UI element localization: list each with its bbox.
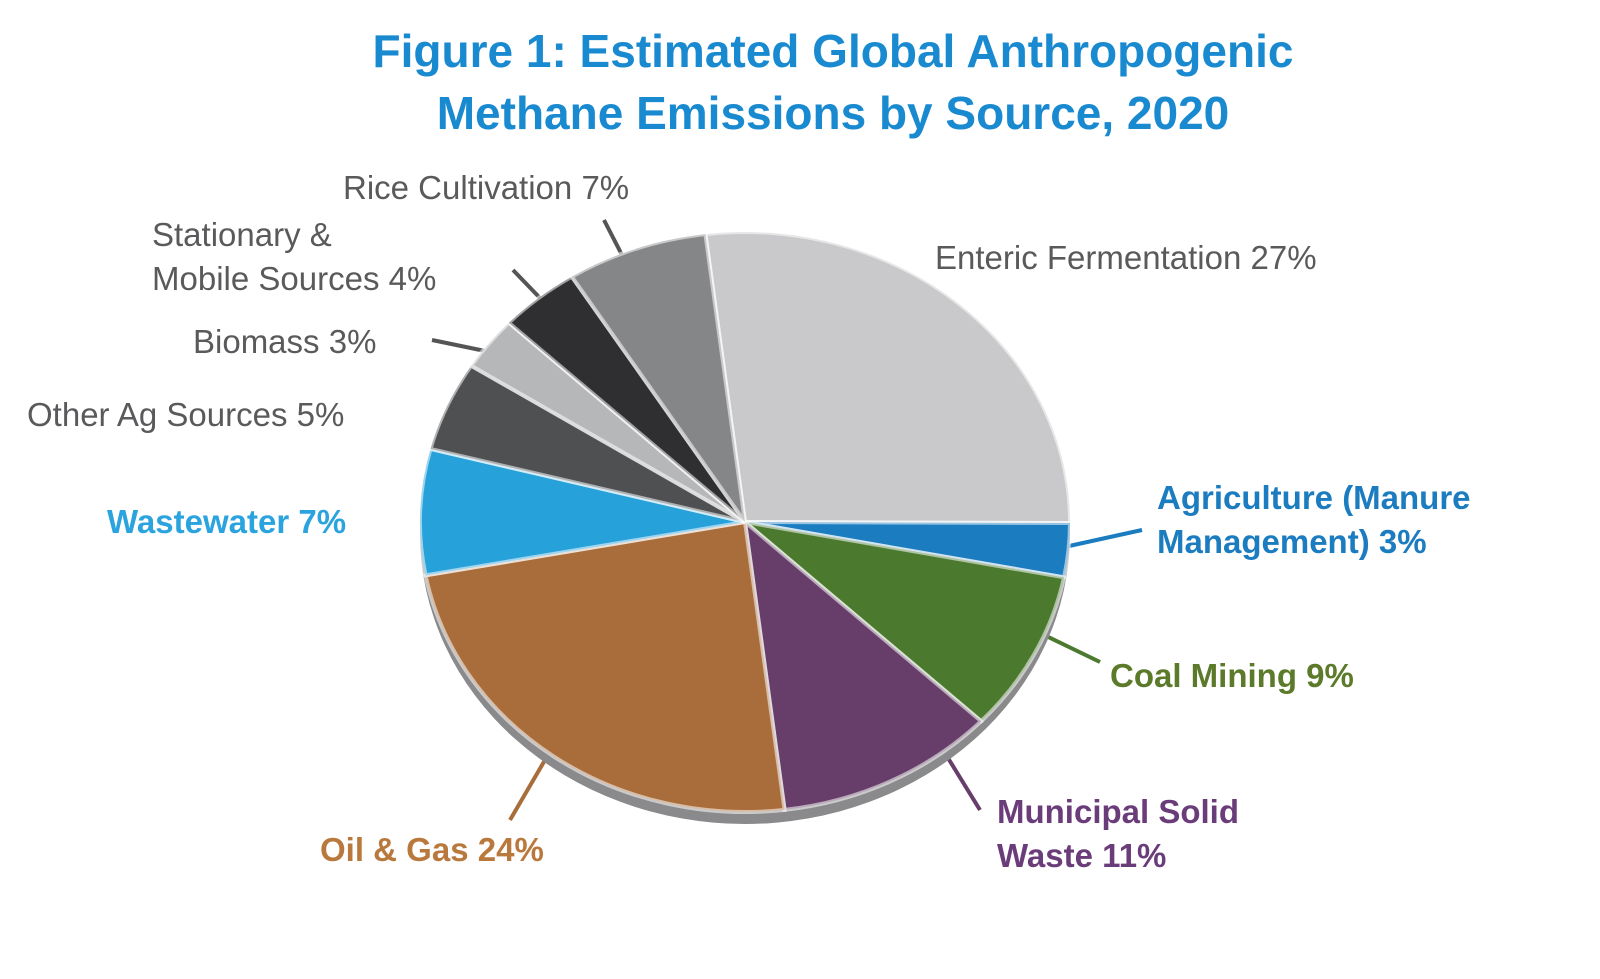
- value-label: 3%: [328, 323, 377, 360]
- pie: [418, 230, 1073, 824]
- category-label: Municipal Solid Waste: [997, 793, 1240, 874]
- pie-slice: [418, 446, 746, 578]
- value-label: 27%: [1250, 239, 1317, 276]
- category-label: Stationary & Mobile Sources: [152, 216, 380, 297]
- category-label: Enteric Fermentation: [935, 239, 1242, 276]
- pie-slice: [742, 517, 985, 813]
- value-label: 5%: [296, 396, 345, 433]
- value-label: 7%: [581, 169, 630, 206]
- pie-slice: [703, 230, 1073, 526]
- category-label: Biomass: [193, 323, 320, 360]
- slice-label: Municipal Solid Waste 11%: [997, 790, 1239, 878]
- slice-label: Oil & Gas 24%: [320, 828, 544, 872]
- leader-line: [1039, 631, 1101, 664]
- value-label: 7%: [298, 503, 347, 540]
- category-label: Other Ag Sources: [27, 396, 288, 433]
- slice-label: Rice Cultivation 7%: [343, 166, 629, 210]
- slice-label: Stationary & Mobile Sources 4%: [152, 213, 436, 301]
- leader-line: [1059, 528, 1143, 550]
- category-label: Rice Cultivation: [343, 169, 573, 206]
- slice-label: Enteric Fermentation 27%: [935, 236, 1317, 280]
- slice-label: Biomass 3%: [193, 320, 376, 364]
- category-label: Agriculture (Manure Management): [1157, 479, 1471, 560]
- leader-line: [511, 268, 542, 300]
- slice-label: Agriculture (Manure Management) 3%: [1157, 476, 1471, 564]
- category-label: Coal Mining: [1110, 657, 1297, 694]
- category-label: Wastewater: [107, 503, 290, 540]
- slice-label: Wastewater 7%: [107, 500, 346, 544]
- category-label: Oil & Gas: [320, 831, 469, 868]
- value-label: 3%: [1378, 523, 1427, 560]
- value-label: 24%: [477, 831, 544, 868]
- leader-line: [431, 338, 491, 354]
- chart-title: Figure 1: Estimated Global Anthropogenic…: [372, 25, 1294, 139]
- value-label: 4%: [388, 260, 437, 297]
- slice-label: Other Ag Sources 5%: [27, 393, 344, 437]
- pie-slice: [568, 231, 747, 524]
- leader-line: [508, 758, 547, 822]
- leader-line: [602, 219, 624, 256]
- pie-slice: [423, 519, 787, 814]
- pie-slice: [738, 518, 1067, 724]
- value-label: 11%: [1102, 837, 1167, 874]
- slice-label: Coal Mining 9%: [1110, 654, 1354, 698]
- value-label: 9%: [1306, 657, 1354, 694]
